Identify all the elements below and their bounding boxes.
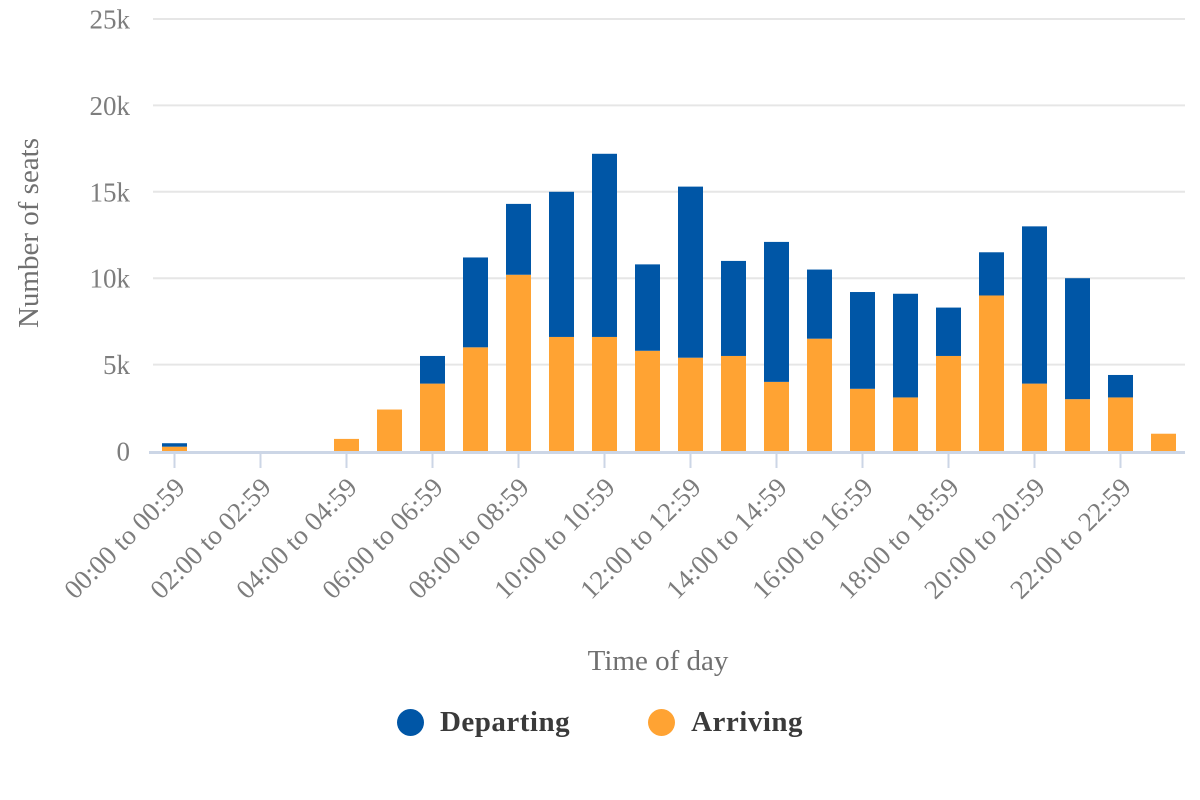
y-tick-label: 5k: [103, 350, 131, 380]
bar-segment-arriving[interactable]: [334, 438, 359, 451]
bar-segment-departing[interactable]: [979, 252, 1004, 296]
axes: [149, 451, 1185, 468]
bar-segment-departing[interactable]: [420, 355, 445, 384]
bar-segment-arriving[interactable]: [807, 338, 832, 451]
gridlines: [153, 18, 1185, 366]
legend-swatch-circle-icon: [648, 709, 676, 736]
bar-segment-departing[interactable]: [721, 260, 746, 356]
bar-segment-arriving[interactable]: [635, 350, 660, 451]
bar-segment-departing[interactable]: [678, 186, 703, 358]
y-axis-title: Number of seats: [13, 138, 45, 328]
bar-segment-departing[interactable]: [463, 257, 488, 348]
bar-segment-arriving[interactable]: [549, 336, 574, 451]
bar-segment-departing[interactable]: [1065, 278, 1090, 400]
chart-legend: Departing Arriving: [0, 706, 1200, 739]
bar-segment-departing[interactable]: [850, 292, 875, 389]
legend-swatch-circle-icon: [396, 709, 424, 736]
bar-segment-arriving[interactable]: [979, 295, 1004, 451]
bar-segment-arriving[interactable]: [1022, 383, 1047, 451]
bar-segment-departing[interactable]: [893, 293, 918, 398]
y-axis-tick-labels: 0 5k 10k 15k 20k 25k: [90, 5, 131, 467]
bar-segment-arriving[interactable]: [764, 381, 789, 451]
bar-segment-arriving[interactable]: [936, 355, 961, 451]
legend-label: Arriving: [691, 706, 804, 738]
bar-segment-arriving[interactable]: [1151, 433, 1176, 451]
y-tick-label: 15k: [90, 177, 131, 207]
bar-segment-departing[interactable]: [764, 241, 789, 382]
bar-segment-arriving[interactable]: [1108, 397, 1133, 451]
bar-segment-departing[interactable]: [807, 269, 832, 339]
bar-segment-departing[interactable]: [1022, 226, 1047, 384]
bar-segment-departing[interactable]: [592, 153, 617, 337]
bar-segment-departing[interactable]: [549, 191, 574, 337]
legend-entry-departing[interactable]: Departing: [396, 706, 571, 739]
bar-segment-departing[interactable]: [1108, 374, 1133, 398]
legend-label: Departing: [439, 706, 571, 738]
y-tick-label: 10k: [90, 264, 131, 294]
bar-segment-departing[interactable]: [936, 307, 961, 356]
bar-segment-arriving[interactable]: [420, 383, 445, 451]
bar-segment-arriving[interactable]: [162, 446, 187, 451]
bars: [162, 153, 1176, 451]
y-tick-label: 0: [117, 437, 131, 467]
bar-segment-arriving[interactable]: [721, 355, 746, 451]
bar-segment-arriving[interactable]: [506, 274, 531, 451]
bar-segment-departing[interactable]: [506, 203, 531, 275]
bar-segment-departing[interactable]: [162, 443, 187, 447]
bar-segment-arriving[interactable]: [463, 347, 488, 451]
bar-segment-arriving[interactable]: [850, 388, 875, 451]
bar-segment-departing[interactable]: [635, 264, 660, 351]
legend-entry-arriving[interactable]: Arriving: [648, 706, 803, 739]
x-axis-title: Time of day: [588, 645, 729, 677]
bar-segment-arriving[interactable]: [377, 409, 402, 451]
bar-segment-arriving[interactable]: [592, 336, 617, 451]
y-tick-label: 20k: [90, 91, 131, 121]
y-tick-label: 25k: [90, 5, 131, 35]
bar-segment-arriving[interactable]: [893, 397, 918, 451]
bar-segment-arriving[interactable]: [678, 357, 703, 451]
bar-segment-arriving[interactable]: [1065, 399, 1090, 451]
